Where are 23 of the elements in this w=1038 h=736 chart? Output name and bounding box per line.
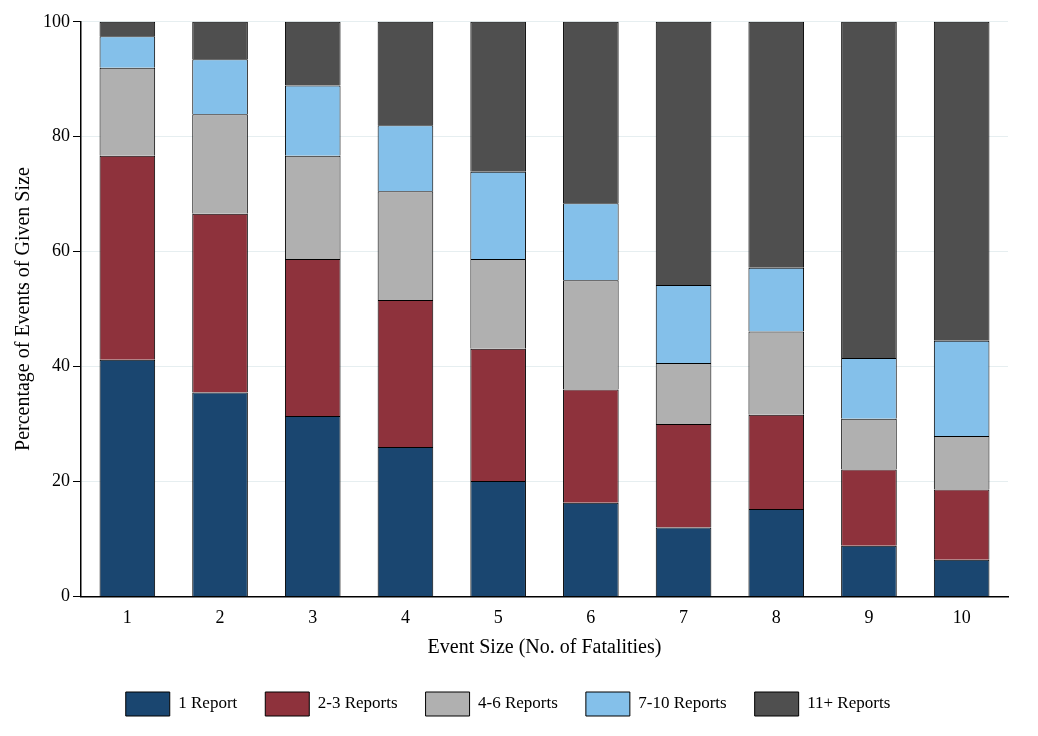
y-tick-label: 60: [52, 240, 70, 261]
y-tick-label: 20: [52, 470, 70, 491]
legend-label: 4-6 Reports: [478, 693, 558, 713]
x-tick-label: 10: [952, 606, 971, 627]
y-tick-label: 0: [61, 585, 70, 606]
y-axis-title: Percentage of Events of Given Size: [11, 167, 35, 451]
x-tick-label: 4: [400, 606, 410, 627]
x-tick-label: 8: [771, 606, 781, 627]
x-tick-label: 9: [864, 606, 874, 627]
y-tick-label: 80: [52, 125, 70, 146]
y-tick-label: 40: [52, 355, 70, 376]
y-tick-label: 100: [43, 10, 70, 31]
x-tick-label: 5: [493, 606, 503, 627]
x-tick-label: 6: [586, 606, 596, 627]
x-axis-title: Event Size (No. of Fatalities): [427, 635, 662, 659]
x-tick-label: 3: [308, 606, 318, 627]
legend-label: 7-10 Reports: [638, 693, 727, 713]
x-tick-label: 1: [122, 606, 132, 627]
legend-label: 2-3 Reports: [317, 693, 398, 713]
x-tick-label: 2: [215, 606, 225, 627]
legend-label: 1 Report: [178, 693, 238, 713]
legend-label: 11+ Reports: [807, 693, 891, 713]
x-tick-label: 7: [679, 606, 689, 627]
